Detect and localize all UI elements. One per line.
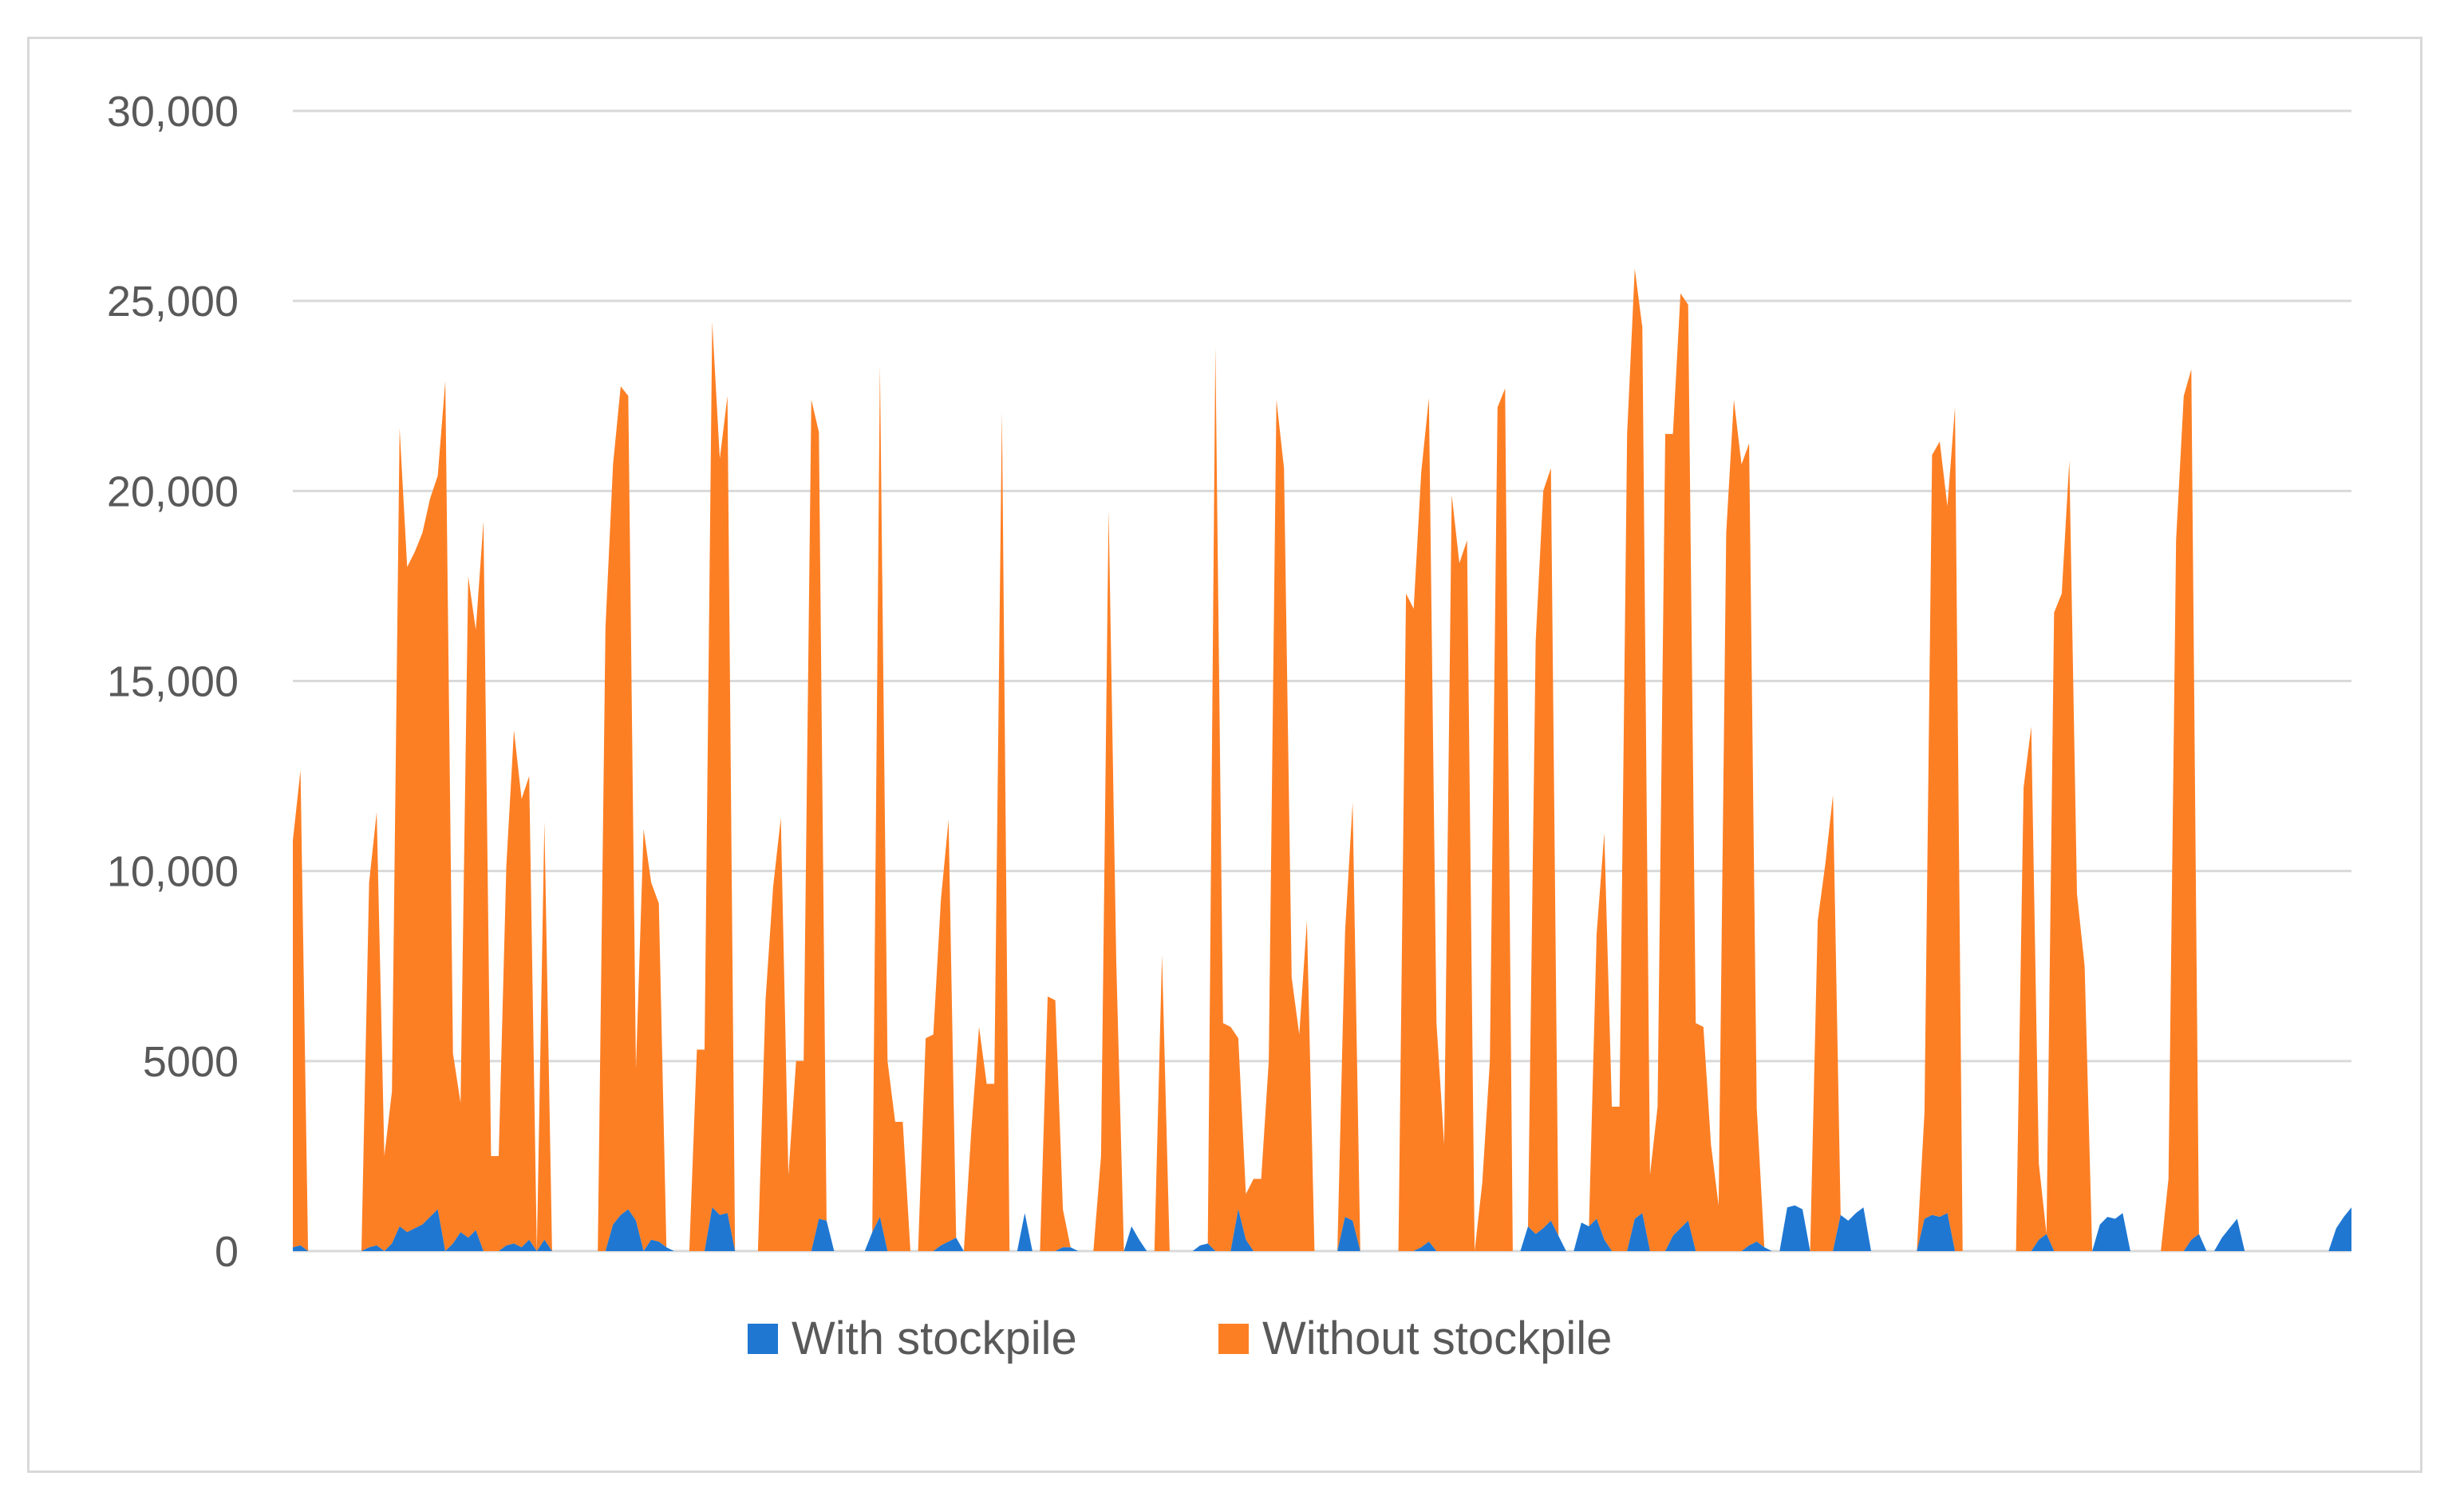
plot-area [293,268,2351,1252]
y-tick-label: 15,000 [107,658,239,706]
y-tick-label: 25,000 [107,278,239,326]
y-tick-label: 20,000 [107,468,239,515]
y-axis: 0 5000 10,000 15,000 20,000 25,000 30,000 [107,88,239,1276]
y-tick-label: 30,000 [107,88,239,136]
legend-label-without-stockpile: Without stockpile [1262,1313,1612,1364]
legend: With stockpile Without stockpile [748,1313,1612,1364]
area-chart: 0 5000 10,000 15,000 20,000 25,000 30,000 With… [107,88,2351,1364]
y-tick-label: 5000 [143,1038,239,1086]
y-tick-label: 0 [215,1228,239,1276]
series-area-with-stockpile [293,1205,2351,1251]
series-area-without-stockpile [293,268,2351,1252]
legend-label-with-stockpile: With stockpile [792,1313,1077,1364]
legend-swatch-with-stockpile [748,1324,778,1354]
chart-frame: 0 5000 10,000 15,000 20,000 25,000 30,000 With… [27,37,2422,1473]
y-tick-label: 10,000 [107,848,239,896]
legend-swatch-without-stockpile [1218,1324,1249,1354]
